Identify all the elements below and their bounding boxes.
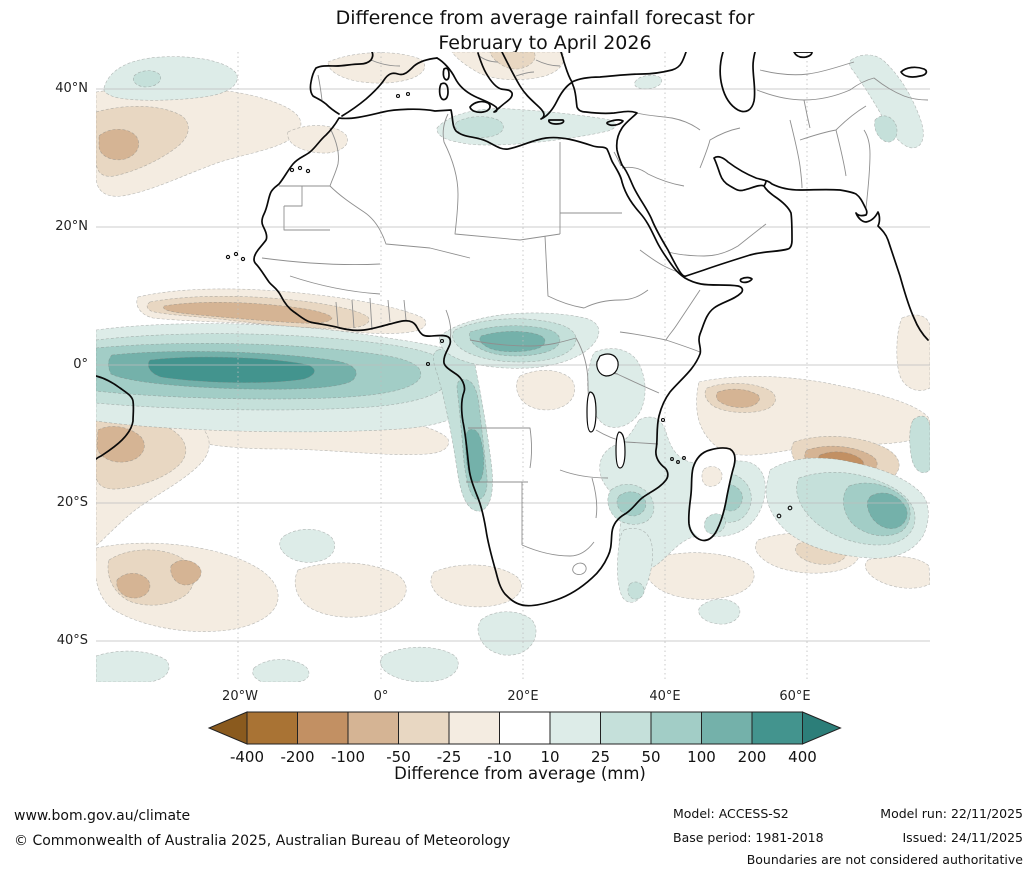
iberia-coastline	[309, 52, 438, 117]
svg-text:400: 400	[788, 748, 817, 766]
arabia-coastline	[621, 164, 793, 278]
copyright-text: © Commonwealth of Australia 2025, Austra…	[14, 833, 511, 849]
lakes	[586, 353, 626, 469]
colorbar-caption: Difference from average (mm)	[394, 764, 646, 783]
country-borders	[261, 54, 929, 575]
lat-label: 40°N	[55, 81, 88, 96]
small-islands	[225, 91, 793, 519]
africa-rainfall-anomaly-map	[96, 52, 930, 682]
black-sea-coastline	[560, 52, 687, 83]
model-label: Model: ACCESS-S2	[673, 806, 789, 821]
socotra	[739, 276, 753, 284]
model-run: Model run: 22/11/2025	[880, 806, 1023, 821]
lon-label: 60°E	[779, 689, 811, 704]
balkhash-lake	[900, 66, 928, 78]
svg-text:-10: -10	[487, 748, 512, 766]
graticule	[96, 52, 930, 682]
page-title: Difference from average rainfall forecas…	[100, 6, 990, 56]
corsica	[442, 67, 450, 81]
lat-label: 0°	[73, 357, 88, 372]
lon-label: 0°	[373, 689, 389, 704]
lat-label: 20°S	[56, 495, 88, 510]
svg-text:-400: -400	[230, 748, 264, 766]
svg-text:-25: -25	[437, 748, 462, 766]
levant-turkey-coastline	[571, 81, 638, 166]
title-line1: Difference from average rainfall forecas…	[335, 7, 755, 29]
wetter-anomaly-contours	[96, 54, 930, 682]
svg-text:50: 50	[641, 748, 660, 766]
drier-anomaly-contours	[96, 52, 930, 632]
lat-label: 20°N	[55, 219, 88, 234]
greece-coastline	[501, 52, 572, 120]
sicily	[469, 100, 491, 114]
cyprus	[606, 119, 624, 127]
issued-date: Issued: 24/11/2025	[902, 830, 1024, 845]
website-link: www.bom.gov.au/climate	[14, 808, 191, 824]
lon-label: 20°W	[222, 689, 258, 704]
south-america-coastline	[96, 375, 135, 460]
colorbar-legend: -400 -200 -100 -50 -25 -10 10 25 50 100 200 400	[205, 711, 845, 773]
footer-left: www.bom.gov.au/climate © Commonwealth of…	[14, 804, 510, 854]
svg-text:-50: -50	[386, 748, 411, 766]
aral-lake	[793, 52, 813, 59]
africa-coastline	[253, 108, 744, 607]
svg-text:-100: -100	[331, 748, 365, 766]
persian-gulf-coastline	[713, 155, 929, 341]
sardinia	[438, 82, 449, 101]
boundaries-disclaimer: Boundaries are not considered authoritat…	[746, 852, 1023, 867]
svg-text:10: 10	[540, 748, 559, 766]
lon-label: 40°E	[649, 689, 681, 704]
caspian-sea-coastline	[719, 52, 756, 113]
italy-coastline	[436, 52, 513, 113]
svg-text:200: 200	[738, 748, 767, 766]
base-period: Base period: 1981-2018	[673, 830, 824, 845]
title-line2: February to April 2026	[438, 32, 652, 54]
lon-label: 20°E	[507, 689, 539, 704]
madagascar-coastline	[687, 447, 736, 542]
coastlines	[96, 52, 929, 607]
lat-label: 40°S	[56, 633, 88, 648]
svg-text:25: 25	[591, 748, 610, 766]
svg-text:-200: -200	[280, 748, 314, 766]
crete	[547, 119, 565, 125]
svg-text:100: 100	[687, 748, 716, 766]
